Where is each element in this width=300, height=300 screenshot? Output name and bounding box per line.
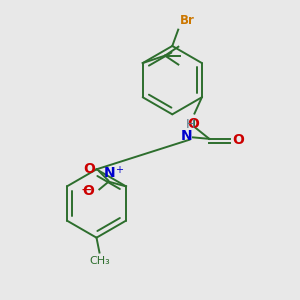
Text: Br: Br: [180, 14, 195, 27]
Text: N: N: [181, 130, 192, 143]
Text: CH₃: CH₃: [89, 256, 110, 266]
Text: O: O: [82, 184, 94, 198]
Text: H: H: [186, 118, 195, 131]
Text: N: N: [104, 167, 116, 181]
Text: +: +: [115, 165, 123, 176]
Text: O: O: [187, 117, 199, 130]
Text: O: O: [84, 162, 95, 176]
Text: −: −: [80, 182, 92, 197]
Text: O: O: [232, 133, 244, 147]
